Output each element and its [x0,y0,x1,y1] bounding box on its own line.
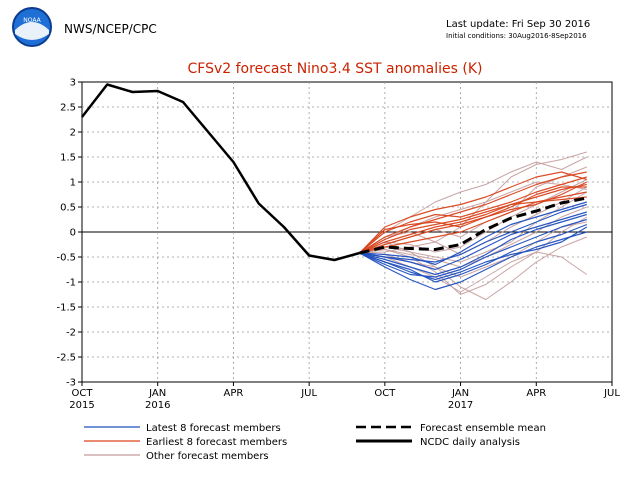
legend: Latest 8 forecast members Earliest 8 for… [84,423,546,462]
earliest-member-line [359,171,587,254]
legend-mean-label: Forecast ensemble mean [420,423,546,434]
latest-member-line [359,201,587,266]
y-tick-label: 0 [70,228,76,239]
earliest-member-line [359,196,587,254]
x-tick-label: JAN [451,388,469,399]
y-axis-ticks: 3 2.5 2 1.5 1 0.5 0 -0.5 -1 -1.5 -2 -2.5 -3 [56,78,82,389]
x-tick-label: JAN [148,388,166,399]
y-tick-label: -1 [66,278,76,289]
legend-analysis-label: NCDC daily analysis [420,437,520,448]
y-tick-label: -1.5 [56,303,76,314]
x-tick-label: JUL [300,388,317,399]
x-tick-year-label: 2016 [145,400,170,411]
x-tick-label: JUL [603,388,620,399]
x-tick-label: APR [526,388,546,399]
analysis-series [81,83,360,262]
y-tick-label: 2 [70,128,76,139]
other-member-line [359,156,588,254]
chart-title: CFSv2 forecast Nino3.4 SST anomalies (K) [188,61,483,77]
latest-member-line [359,213,587,276]
y-tick-label: 1 [70,178,76,189]
y-tick-label: -2 [66,328,76,339]
latest-member-line [359,231,587,291]
latest-member-line [359,203,587,263]
legend-earliest-label: Earliest 8 forecast members [146,437,287,448]
y-tick-label: -2.5 [56,353,76,364]
y-tick-label: -3 [66,378,76,389]
legend-latest-label: Latest 8 forecast members [146,423,281,434]
earliest-member-line [359,171,587,254]
noaa-logo: NOAA [12,7,52,47]
other-member-line [359,251,588,293]
latest-member-line [359,218,587,278]
other-member-line [359,206,587,268]
noaa-logo-text: NOAA [23,17,41,24]
y-tick-label: 2.5 [60,103,76,114]
last-update-label: Last update: Fri Sep 30 2016 [446,19,590,30]
y-tick-label: 1.5 [60,153,76,164]
latest-members-series [359,201,588,291]
x-tick-year-label: 2017 [448,400,473,411]
earliest-member-line [359,181,588,254]
x-tick-year-label: 2015 [69,400,94,411]
other-member-line [359,181,587,254]
earliest-member-line [359,183,587,254]
other-member-line [359,179,588,254]
y-tick-label: 3 [70,78,76,89]
y-tick-label: -0.5 [56,253,76,264]
earliest-members-series [359,171,588,254]
x-tick-label: APR [224,388,244,399]
agency-label: NWS/NCEP/CPC [64,22,157,36]
ensemble-mean-line [359,196,588,255]
initial-conditions-label: Initial conditions: 30Aug2016-8Sep2016 [446,32,587,40]
latest-member-line [359,226,588,281]
legend-other-label: Other forecast members [146,451,269,462]
x-tick-label: OCT [72,388,94,399]
x-tick-label: OCT [374,388,396,399]
latest-member-line [359,211,587,271]
analysis-line [81,83,360,262]
latest-member-line [359,223,588,283]
y-tick-label: 0.5 [60,203,76,214]
ensemble-mean-series [359,196,588,255]
earliest-member-line [359,186,587,254]
other-member-line [359,216,588,295]
